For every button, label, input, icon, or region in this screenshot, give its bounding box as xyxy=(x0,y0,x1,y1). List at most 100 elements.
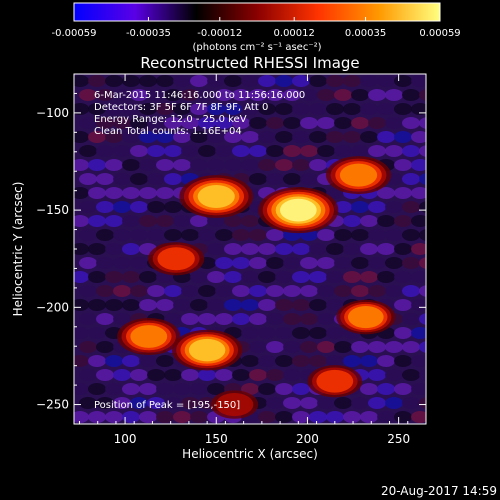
y-tick-label: −200 xyxy=(36,300,69,314)
heatmap-blob xyxy=(317,229,335,241)
heatmap-blob xyxy=(113,285,131,297)
heatmap-blob xyxy=(326,355,344,367)
heatmap-blob xyxy=(309,131,327,143)
y-tick-label: −100 xyxy=(36,106,69,120)
heatmap-blob xyxy=(96,369,114,381)
heatmap-blob xyxy=(360,131,378,143)
heatmap-blob xyxy=(385,89,403,101)
heatmap-blob xyxy=(334,341,352,353)
heatmap-blob xyxy=(198,117,216,129)
heatmap-blob xyxy=(113,89,131,101)
heatmap-blob xyxy=(88,299,106,311)
heatmap-blob xyxy=(275,411,293,423)
colorbar-tick-label: 0.00012 xyxy=(274,28,315,39)
heatmap-blob xyxy=(173,131,191,143)
heatmap-blob xyxy=(79,145,97,157)
heatmap-blob xyxy=(334,89,352,101)
axis-ticks: 100 150 200 250 −100 −150 −200 −250 xyxy=(36,74,426,446)
heatmap-source xyxy=(347,305,384,329)
heatmap-blob xyxy=(411,215,426,227)
heatmap-blob xyxy=(232,145,250,157)
heatmap-blob xyxy=(224,299,242,311)
heatmap-blob xyxy=(334,397,352,409)
heatmap-blob xyxy=(385,285,403,297)
heatmap-blob xyxy=(181,285,199,297)
heatmap-blob xyxy=(283,257,301,269)
heatmap-blob xyxy=(402,369,420,381)
heatmap-blob xyxy=(283,173,301,185)
heatmap-blob xyxy=(385,397,403,409)
heatmap-blob xyxy=(317,285,335,297)
heatmap-blob xyxy=(164,397,182,409)
heatmap-blob xyxy=(147,89,165,101)
heatmap-blob xyxy=(419,201,426,213)
heatmap-blob xyxy=(88,383,106,395)
heatmap-blob xyxy=(360,355,378,367)
heatmap-blob xyxy=(181,89,199,101)
heatmap-blob xyxy=(411,327,426,339)
heatmap-blob xyxy=(88,355,106,367)
heatmap-blob xyxy=(419,313,426,325)
heatmap-blob xyxy=(283,117,301,129)
heatmap-blob xyxy=(190,411,208,423)
heatmap-blob xyxy=(88,271,106,283)
heatmap-blob xyxy=(88,75,106,87)
heatmap-blob xyxy=(96,201,114,213)
heatmap-blob xyxy=(88,411,106,423)
heatmap-blob xyxy=(122,75,140,87)
heatmap-blob xyxy=(232,285,250,297)
heatmap-blob xyxy=(147,173,165,185)
heatmap-blob xyxy=(88,243,106,255)
heatmap-blob xyxy=(309,243,327,255)
heatmap-blob xyxy=(215,285,233,297)
heatmap-blob xyxy=(241,327,259,339)
heatmap-blob xyxy=(198,229,216,241)
heatmap-blob xyxy=(249,229,267,241)
heatmap-blob xyxy=(164,369,182,381)
heatmap-blob xyxy=(241,299,259,311)
heatmap-blob xyxy=(402,313,420,325)
heatmap-blob xyxy=(113,369,131,381)
heatmap-blob xyxy=(351,257,369,269)
heatmap-blob xyxy=(249,257,267,269)
heatmap-blob xyxy=(275,103,293,115)
heatmap-blob xyxy=(156,215,174,227)
heatmap-blob xyxy=(79,369,97,381)
heatmap-blob xyxy=(343,271,361,283)
heatmap-blob xyxy=(249,341,267,353)
heatmap-blob xyxy=(411,103,426,115)
heatmap-blob xyxy=(334,229,352,241)
heatmap-blob xyxy=(232,369,250,381)
colorbar-ticks: -0.00059 -0.00035 -0.00012 0.00012 0.00035 0.… xyxy=(52,17,461,39)
heatmap-blob xyxy=(181,397,199,409)
heatmap-blob xyxy=(79,285,97,297)
heatmap-blob xyxy=(283,285,301,297)
heatmap-blob xyxy=(156,159,174,171)
heatmap-blob xyxy=(74,159,89,171)
heatmap-blob xyxy=(394,103,412,115)
heatmap-blob xyxy=(139,271,157,283)
heatmap-blob xyxy=(74,187,89,199)
heatmap-blob xyxy=(394,215,412,227)
heatmap-blob xyxy=(292,159,310,171)
heatmap-blob xyxy=(266,229,284,241)
heatmap-blob xyxy=(79,117,97,129)
heatmap-blob xyxy=(147,117,165,129)
heatmap-blob xyxy=(300,117,318,129)
heatmap-blob xyxy=(232,313,250,325)
heatmap-blob xyxy=(419,89,426,101)
x-axis-label: Heliocentric X (arcsec) xyxy=(182,447,318,461)
heatmap-blob xyxy=(402,397,420,409)
heatmap-blob xyxy=(334,201,352,213)
heatmap-blob xyxy=(156,187,174,199)
heatmap-blob xyxy=(139,131,157,143)
heatmap-blob xyxy=(105,411,123,423)
heatmap-blob xyxy=(139,159,157,171)
heatmap-blob xyxy=(309,271,327,283)
heatmap-blob xyxy=(300,257,318,269)
heatmap-blob xyxy=(317,117,335,129)
heatmap-blob xyxy=(232,229,250,241)
heatmap-blob xyxy=(147,369,165,381)
heatmap-blob xyxy=(105,131,123,143)
heatmap-blob xyxy=(419,397,426,409)
